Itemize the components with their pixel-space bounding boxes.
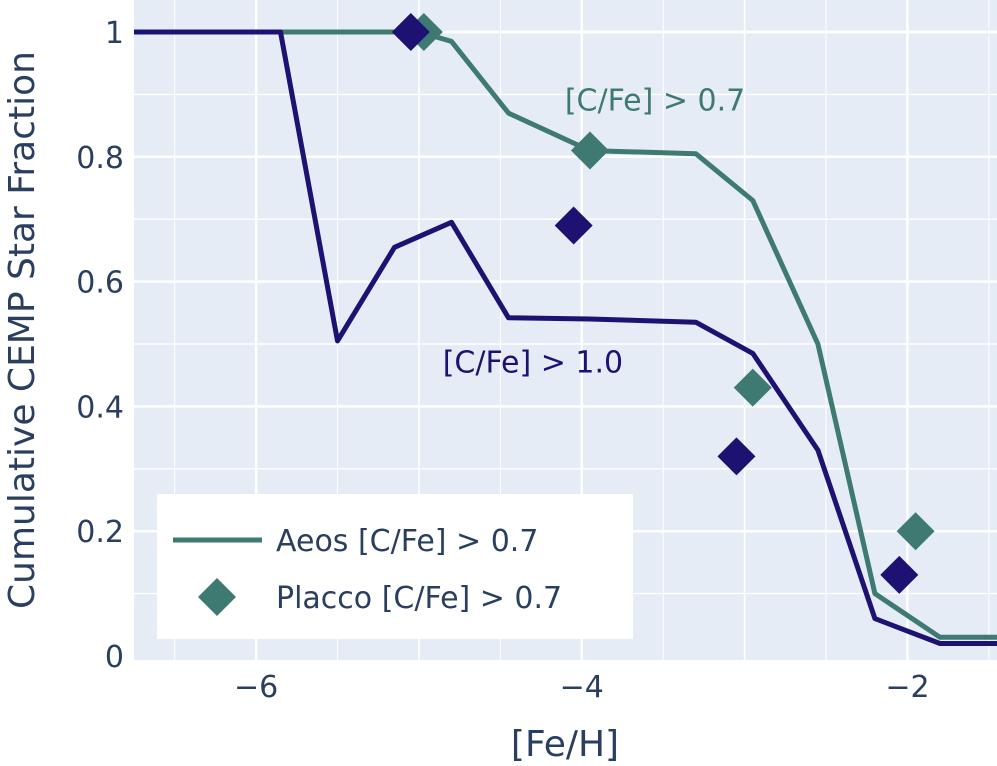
y-tick-labels: 0 0.2 0.4 0.6 0.8 1 bbox=[76, 16, 124, 675]
x-tick-label: −2 bbox=[885, 670, 929, 705]
series-layer bbox=[134, 13, 997, 646]
legend-box bbox=[157, 494, 633, 639]
x-axis-title: [Fe/H] bbox=[511, 724, 619, 765]
legend-label-placco: Placco [C/Fe] > 0.7 bbox=[276, 581, 562, 616]
legend-label-aeos: Aeos [C/Fe] > 0.7 bbox=[276, 524, 538, 559]
diamond-point bbox=[717, 437, 756, 476]
annotations: [C/Fe] > 0.7 [C/Fe] > 1.0 bbox=[443, 84, 746, 381]
legend: Aeos [C/Fe] > 0.7 Placco [C/Fe] > 0.7 bbox=[157, 494, 633, 639]
diamond-point bbox=[896, 512, 935, 551]
diamond-point bbox=[880, 555, 919, 594]
y-axis-title: Cumulative CEMP Star Fraction bbox=[2, 51, 43, 609]
series-line-1 bbox=[134, 29, 997, 646]
annotation-label: [C/Fe] > 0.7 bbox=[565, 84, 745, 119]
y-tick-label: 1 bbox=[105, 16, 124, 51]
x-tick-labels: −6 −4 −2 bbox=[234, 670, 930, 705]
diamond-point bbox=[570, 131, 609, 170]
y-tick-label: 0 bbox=[105, 640, 124, 675]
x-gridlines bbox=[174, 0, 990, 660]
x-tick-label: −6 bbox=[234, 670, 278, 705]
legend-diamond-symbol bbox=[198, 578, 236, 616]
y-tick-label: 0.8 bbox=[76, 141, 124, 176]
x-tick-label: −4 bbox=[560, 670, 604, 705]
diamond-point bbox=[733, 368, 772, 407]
diamond-point bbox=[391, 13, 430, 51]
y-tick-label: 0.4 bbox=[76, 390, 124, 425]
diamond-point bbox=[554, 206, 593, 245]
y-tick-label: 0.6 bbox=[76, 266, 124, 301]
y-tick-label: 0.2 bbox=[76, 515, 124, 550]
annotation-label: [C/Fe] > 1.0 bbox=[443, 346, 623, 381]
